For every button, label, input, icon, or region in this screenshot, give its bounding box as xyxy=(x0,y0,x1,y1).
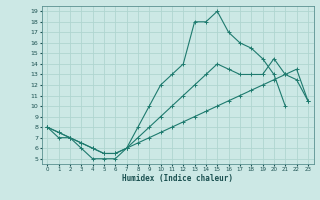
X-axis label: Humidex (Indice chaleur): Humidex (Indice chaleur) xyxy=(122,174,233,183)
